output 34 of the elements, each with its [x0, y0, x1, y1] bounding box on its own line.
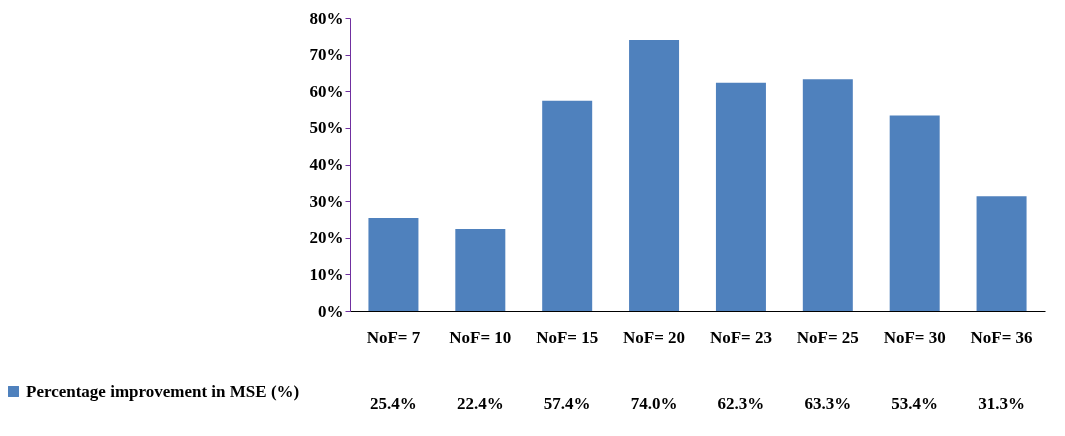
y-tick-label: 10% [309, 264, 344, 284]
x-tick-label: NoF= 23 [709, 327, 772, 347]
x-tick-label: NoF= 20 [623, 327, 686, 347]
data-label: 57.4% [543, 394, 591, 413]
bar [368, 217, 419, 311]
data-label: 22.4% [456, 394, 504, 413]
bar [715, 82, 766, 311]
bar [629, 39, 680, 311]
x-tick-label: NoF= 15 [536, 327, 599, 347]
data-label: 53.4% [891, 394, 939, 413]
x-tick-label: NoF= 7 [366, 327, 421, 347]
y-tick-label: 20% [309, 228, 344, 248]
x-tick-label: NoF= 10 [449, 327, 512, 347]
data-label: 31.3% [978, 394, 1025, 413]
x-tick-label: NoF= 30 [883, 327, 946, 347]
x-tick-label: NoF= 25 [796, 327, 859, 347]
y-tick-label: 40% [309, 155, 344, 174]
data-label: 74.0% [630, 394, 678, 413]
data-label: 62.3% [717, 394, 765, 413]
y-tick-label: 80% [309, 8, 344, 28]
y-tick-label: 50% [309, 118, 344, 138]
bar [455, 228, 506, 311]
y-tick-label: 0% [318, 301, 344, 321]
x-tick-label: NoF= 36 [970, 327, 1033, 347]
y-tick-label: 60% [309, 81, 344, 101]
y-tick-label: 70% [309, 45, 344, 65]
bar [802, 79, 853, 311]
bar [976, 196, 1027, 311]
data-label: 25.4% [370, 394, 417, 413]
legend-label: Percentage improvement in MSE (%) [26, 381, 300, 401]
bar [889, 115, 940, 311]
data-label: 63.3% [804, 394, 852, 413]
bar [542, 100, 593, 311]
y-tick-label: 30% [309, 191, 344, 211]
